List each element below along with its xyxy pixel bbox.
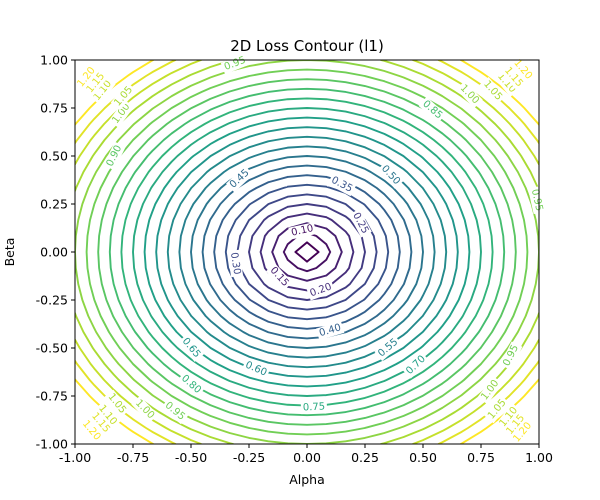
y-tick-label: -0.25 [36,293,68,308]
contour-label-backing [78,416,105,445]
contour-label-backing [131,395,158,423]
contour-label-backing [226,165,254,193]
y-tick-label: 0.50 [40,149,68,164]
contour-label-backing [316,321,345,341]
contour-label: 0.30 [227,249,244,278]
contour-label-backing [456,81,483,109]
contour-level-0.90 [97,78,517,426]
contour-label-backing [500,63,527,92]
contour-label-backing [220,53,250,75]
y-axis-label: Beta [2,238,17,267]
contour-label-backing [402,351,430,379]
contour-label-backing [306,280,336,301]
contour-label-backing [509,418,536,447]
contour-label: 0.75 [300,400,328,415]
contour-label-text: 0.75 [303,402,326,414]
contour-label-backing [495,403,522,431]
contour-level-0.85 [108,87,506,417]
contour-label-backing [327,173,357,197]
x-tick-label: -0.25 [233,450,265,465]
x-tick-label: -0.75 [117,450,149,465]
y-axis-ticks: -1.00 -0.75 -0.50 -0.25 0.00 0.25 0.50 0.75 1.00 [36,53,75,452]
x-tick-label: 0.00 [293,450,321,465]
x-tick-label: 0.25 [351,450,379,465]
contour-label-backing [484,395,511,424]
x-tick-label: -1.00 [59,450,91,465]
y-tick-label: 1.00 [40,53,68,68]
y-tick-label: 0.25 [40,197,68,212]
contour-label-backing [87,409,114,437]
y-tick-label: -0.50 [36,341,68,356]
y-tick-label: 0.75 [40,101,68,116]
contour-label-backing [418,96,446,124]
x-axis-label: Alpha [289,472,325,487]
contour-label-text: 0.30 [228,252,242,276]
x-tick-label: -0.50 [175,450,207,465]
contour-label-backing [90,76,116,105]
contour-level-1.05 [75,60,539,444]
chart-title: 2D Loss Contour (l1) [230,37,384,55]
contour-label-backing [108,99,134,128]
x-tick-label: 1.00 [525,450,553,465]
contour-label-backing [499,341,523,370]
contour-label-backing [527,186,546,215]
contour-label-backing [300,400,328,415]
contour-label-backing [479,76,506,105]
contour-label-text: 0.95 [529,188,545,212]
contour-label-backing [502,410,529,439]
contour-label-backing [509,55,536,84]
y-tick-label: -1.00 [36,437,68,452]
contour-label-backing [177,371,205,398]
contour-label-backing [94,401,121,430]
contour-label-backing [227,249,244,278]
contour-label-backing [103,141,126,171]
contour-level-0.80 [120,97,494,407]
contour-level-0.05 [294,241,320,263]
contour-label-backing [374,335,403,361]
contour-level-0.70 [143,116,471,388]
contour-level-0.95 [85,68,529,436]
contour-level-0.25 [248,203,366,301]
contour-label-backing [160,398,189,425]
contour-level-0.35 [224,183,390,321]
y-tick-label: 0.00 [40,245,68,260]
contour-label-backing [477,376,503,405]
contour-level-0.55 [178,145,436,359]
contour-label-backing [493,69,520,97]
contour-level-0.50 [190,155,424,349]
contour-label-backing [110,82,137,111]
contour-label-backing [178,334,204,362]
x-axis-ticks: -1.00 -0.75 -0.50 -0.25 0.00 0.25 0.50 0.75 1.00 [59,444,553,465]
contour-label-backing [83,69,109,97]
contour-label-backing [377,161,404,189]
contour-level-0.75 [132,107,482,397]
contour-label-backing [348,208,372,238]
contour-label-backing [241,358,271,380]
contour-label-backing [266,263,293,291]
contour-label-backing [288,222,317,240]
x-tick-label: 0.50 [409,450,437,465]
contour-label-backing [103,389,130,418]
contour-label-backing [73,63,100,92]
x-tick-label: 0.75 [467,450,495,465]
contour-label: 0.40 [316,321,345,341]
contour-label-text: 0.10 [290,223,314,239]
contour-label: 0.95 [527,186,546,215]
y-tick-label: -0.75 [36,389,68,404]
contour-label: 0.10 [288,222,317,240]
